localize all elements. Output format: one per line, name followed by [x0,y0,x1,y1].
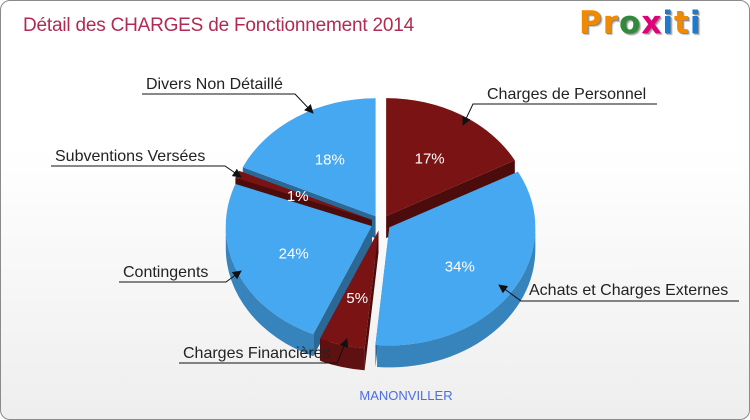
slice-side [225,224,314,357]
slice-percent-label: 18% [315,152,345,169]
slice-label: Achats et Charges Externes [529,282,728,299]
leader-line [119,270,242,283]
slice-wall [313,226,372,357]
slice-charges-financi-res [319,230,379,349]
leader-line [51,165,242,178]
brand-letter: P [579,5,603,41]
slice-label: Subventions Versées [55,148,205,165]
brand-logo: Proxiti [579,5,701,41]
slice-side [377,227,536,368]
leader-line [462,103,657,126]
slice-label: Charges Financières [183,345,331,362]
leader-line [142,93,314,114]
chart-title: Détail des CHARGES de Fonctionnement 201… [23,15,415,36]
slice-wall [364,230,379,371]
slice-percent-label: 17% [415,150,445,167]
brand-letter: o [619,5,642,41]
chart-subtitle: MANONVILLER [359,388,452,403]
slice-percent-label: 1% [287,188,309,205]
brand-letter: i [689,5,702,41]
leader-line [179,338,349,364]
slice-subventions-vers-es [235,170,372,220]
slice-divers-non-d-taill- [242,98,376,217]
slice-percent-label: 34% [445,258,475,275]
brand-letter: i [662,5,674,41]
slice-label: Divers Non Détaillé [146,76,283,93]
brand-letter: t [673,5,690,41]
brand-letter: r [602,5,620,41]
slice-charges-de-personnel [386,98,515,217]
leader-line [498,284,739,302]
slice-percent-label: 24% [279,246,309,263]
slice-side [320,338,365,371]
brand-letter: x [641,5,663,41]
slice-achats-et-charges-externes [375,171,536,346]
slice-label: Contingents [123,264,208,281]
slice-contingents [225,183,372,335]
slice-percent-label: 5% [346,290,368,307]
slice-label: Charges de Personnel [487,86,646,103]
